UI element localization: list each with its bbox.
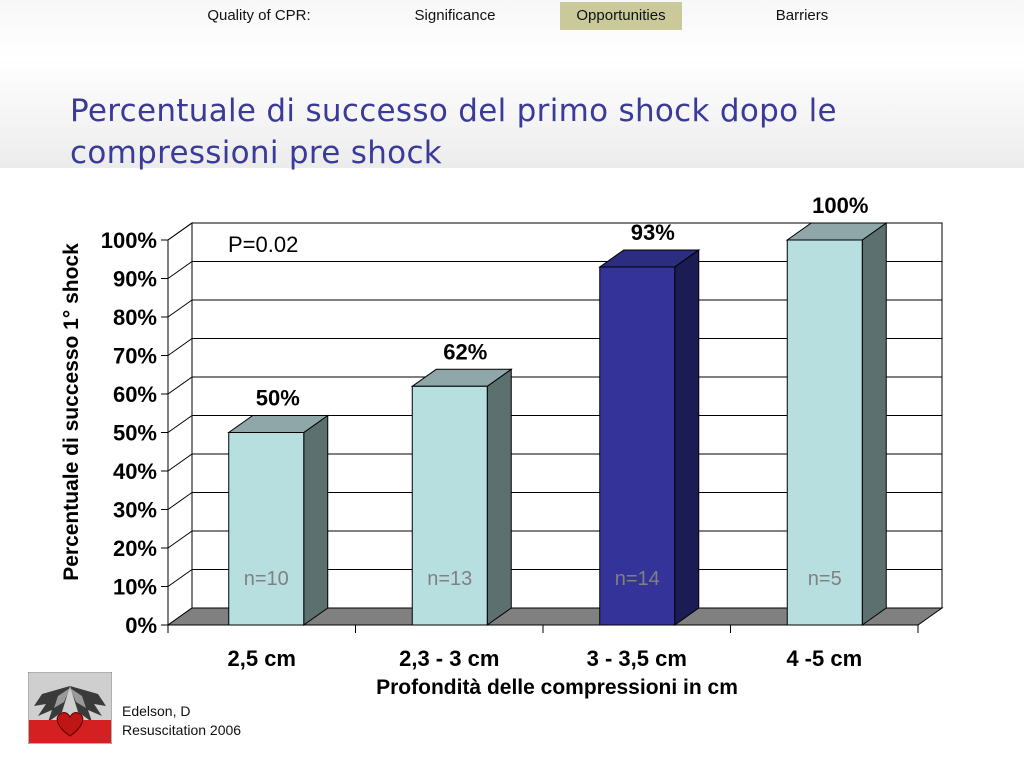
top-navigation: Quality of CPR: Significance Opportuniti… — [0, 0, 1024, 32]
y-tick-label: 60% — [113, 382, 157, 407]
y-tick-label: 80% — [113, 305, 157, 330]
nav-item-opportunities[interactable]: Opportunities — [560, 2, 682, 30]
bar-n-label: n=10 — [244, 568, 289, 590]
gridline-diagonal — [167, 453, 193, 472]
bar-value-label: 93% — [631, 220, 675, 245]
bar — [411, 385, 488, 626]
gridline-diagonal — [167, 530, 193, 549]
x-tick-label: 2,3 - 3 cm — [399, 646, 499, 671]
x-tick-label: 3 - 3,5 cm — [587, 646, 687, 671]
citation-journal: Resuscitation 2006 — [122, 722, 242, 738]
heart-logo-icon — [27, 671, 113, 745]
y-tick-label: 90% — [113, 267, 157, 292]
p-value-annotation: P=0.02 — [228, 232, 298, 257]
y-tick-label: 100% — [101, 228, 157, 253]
citation-author: Edelson, D — [122, 703, 191, 719]
bar-side — [674, 248, 700, 626]
y-tick-label: 70% — [113, 344, 157, 369]
bar-n-label: n=5 — [808, 568, 842, 590]
nav-item-barriers[interactable]: Barriers — [775, 7, 829, 24]
bar — [228, 432, 305, 626]
gridline-diagonal — [167, 376, 193, 395]
gridline-diagonal — [167, 261, 193, 279]
bar-value-label: 62% — [443, 339, 487, 364]
bar — [599, 266, 676, 626]
bar-side — [861, 222, 887, 626]
gridline-diagonal — [167, 415, 193, 433]
x-axis-title: Profondità delle compressioni in cm — [376, 676, 738, 699]
nav-item-significance[interactable]: Significance — [414, 7, 496, 24]
gridline-diagonal — [167, 299, 193, 318]
header-background — [0, 0, 1024, 168]
logo — [27, 671, 113, 745]
y-axis-title: Percentuale di successo 1° shock — [60, 243, 83, 581]
y-tick-label: 30% — [113, 498, 157, 523]
y-tick-label: 0% — [125, 613, 157, 638]
page-title: Percentuale di successo del primo shock … — [70, 93, 837, 171]
y-tick-label: 20% — [113, 536, 157, 561]
x-tick-label: 4 -5 cm — [786, 646, 862, 671]
bar — [786, 239, 863, 626]
gridline-diagonal — [167, 569, 193, 587]
y-tick-label: 10% — [113, 575, 157, 600]
y-tick-label: 50% — [113, 421, 157, 446]
bar-value-label: 100% — [812, 193, 868, 218]
gridline-diagonal — [167, 338, 193, 356]
bar-n-label: n=14 — [615, 568, 660, 590]
bar-side — [486, 368, 512, 626]
citation: Edelson, D Resuscitation 2006 — [122, 702, 241, 740]
gridline-diagonal — [167, 492, 193, 510]
bar-n-label: n=13 — [427, 568, 472, 590]
x-tick-label: 2,5 cm — [228, 646, 297, 671]
nav-item-quality-of-cpr[interactable]: Quality of CPR: — [207, 7, 311, 24]
bar-value-label: 50% — [256, 386, 300, 411]
bar-side — [303, 414, 329, 626]
gridline-diagonal — [167, 222, 193, 241]
y-tick-label: 40% — [113, 459, 157, 484]
